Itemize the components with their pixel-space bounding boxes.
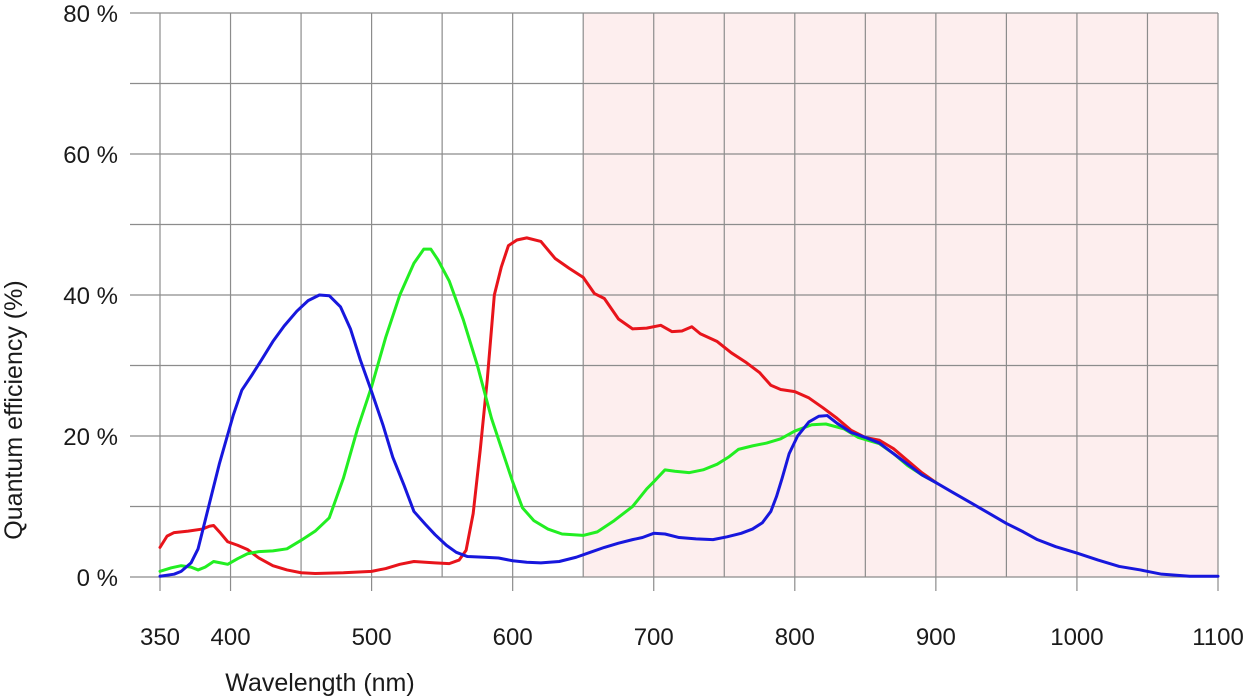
x-tick-label: 1100	[1192, 624, 1244, 651]
series-line-2	[158, 247, 938, 573]
y-tick-labels: 0 % 20 % 40 % 60 % 80 %	[63, 1, 118, 592]
y-tick-label: 40 %	[63, 283, 118, 310]
series-group	[158, 236, 1220, 578]
x-tick-label: 500	[352, 624, 392, 651]
x-tick-labels: 350 400 500 600 700 800 900 1000 1100	[140, 624, 1244, 651]
x-tick-label: 800	[775, 624, 815, 651]
y-tick-label: 0 %	[77, 565, 118, 592]
y-axis-title: Quantum efficiency (%)	[0, 280, 28, 539]
x-axis-title: Wavelength (nm)	[225, 669, 414, 697]
grid	[130, 12, 1219, 591]
y-tick-label: 60 %	[63, 142, 118, 169]
x-tick-label: 1000	[1050, 624, 1103, 651]
y-tick-label: 20 %	[63, 424, 118, 451]
y-tick-label: 80 %	[63, 1, 118, 28]
x-tick-label: 400	[211, 624, 251, 651]
x-tick-label: 700	[634, 624, 674, 651]
x-tick-label: 350	[140, 624, 180, 651]
x-tick-label: 600	[493, 624, 533, 651]
series-line-3	[158, 293, 1220, 578]
x-tick-label: 900	[916, 624, 956, 651]
